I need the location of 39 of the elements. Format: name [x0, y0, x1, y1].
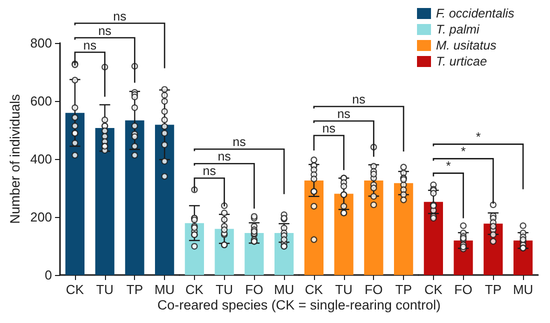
annotation: * [460, 144, 466, 159]
annotation: ns [83, 38, 96, 52]
annotation: * [446, 159, 451, 174]
x-tick-label: FO [364, 282, 383, 297]
y-tick-label: 800 [30, 36, 52, 50]
x-tick-label: TP [484, 282, 502, 297]
y-tick-label: 600 [30, 94, 52, 108]
legend-label: T. palmi [436, 22, 481, 36]
x-tick-label: CK [185, 282, 204, 297]
x-tick-label: CK [66, 282, 84, 297]
annotation: ns [352, 92, 366, 107]
x-tick-label: MU [154, 282, 175, 297]
annotation: ns [337, 107, 350, 122]
x-tick-label: TP [395, 282, 412, 297]
x-tick-label: TP [126, 282, 143, 297]
x-tick-label: TU [216, 282, 233, 297]
x-tick-label: TU [96, 282, 114, 297]
x-tick-label: CK [424, 282, 443, 297]
x-tick-label: TU [335, 282, 352, 297]
y-tick-label: 400 [30, 152, 52, 166]
annotation: ns [322, 122, 336, 136]
y-axis-title: Number of individuals [8, 94, 22, 224]
text: ns [98, 24, 112, 38]
x-axis-title: Co-reared species (CK = single-rearing control) [157, 298, 441, 312]
x-tick-label: FO [245, 282, 264, 297]
annotation: * [476, 130, 481, 144]
x-tick-label: MU [274, 282, 294, 297]
y-tick-label: 200 [30, 210, 52, 224]
legend-label: M. usitatus [436, 38, 496, 52]
annotation: ns [232, 135, 246, 150]
annotation: ns [218, 150, 231, 164]
annotation: ns [202, 164, 216, 178]
x-tick-label: FO [454, 282, 472, 297]
y-tick-label: 0 [44, 268, 52, 282]
legend-label: F. occidentalis [436, 6, 514, 20]
x-tick-label: MU [512, 282, 534, 297]
text: ns [113, 9, 126, 24]
legend-label: T. urticae [436, 54, 487, 68]
x-tick-label: CK [304, 282, 324, 297]
